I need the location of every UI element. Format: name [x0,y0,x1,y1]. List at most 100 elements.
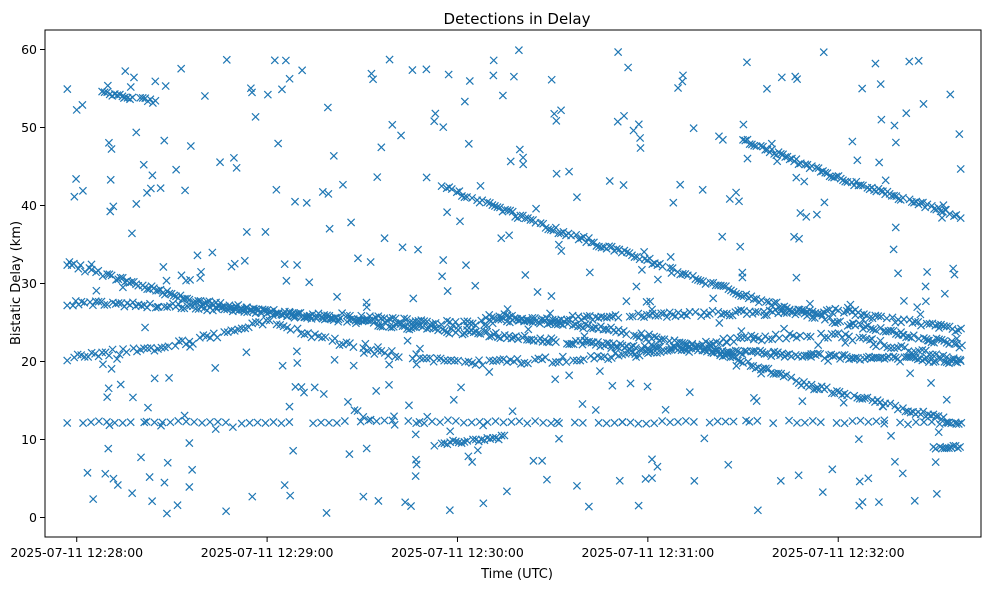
detection-marker [143,285,152,294]
detection-marker [515,417,524,426]
detection-marker [397,318,406,327]
y-tick-label: 40 [21,198,37,213]
detection-marker [119,93,128,103]
detection-marker [661,405,670,414]
detection-marker [490,313,499,322]
detection-marker [700,434,709,443]
detection-marker [310,383,319,392]
detection-marker [253,418,262,427]
detection-marker [546,319,555,328]
detection-marker [546,309,555,318]
detection-marker [450,356,459,365]
detection-marker [463,317,472,326]
detection-marker [94,417,103,426]
detection-marker [440,356,449,365]
detection-marker [876,186,885,195]
detection-marker [305,278,314,287]
detection-marker [162,509,171,518]
detection-marker [574,322,583,331]
detection-marker [445,506,454,515]
detection-marker [325,224,334,233]
detection-marker [83,468,92,477]
detection-marker [161,81,170,91]
detection-marker [503,305,512,314]
detection-marker [205,417,215,427]
detection-marker [584,502,593,511]
detection-marker [156,184,165,193]
detection-marker [662,313,671,322]
detection-marker [666,343,676,352]
detection-marker [242,227,251,237]
detection-marker [795,305,804,314]
detection-marker [523,316,532,325]
detection-marker [750,141,759,150]
detection-marker [278,361,287,370]
detection-marker [449,436,458,445]
detection-marker [724,460,733,469]
detection-marker [285,402,294,411]
detection-marker [391,314,400,323]
detection-marker [430,441,439,450]
x-tick-label: 2025-07-11 12:29:00 [201,545,334,560]
detection-marker [746,362,755,371]
detection-marker [628,312,637,321]
detection-marker [169,291,178,300]
detection-marker [118,273,127,282]
detection-marker [647,305,657,314]
detection-marker [698,185,707,194]
detection-marker [483,198,492,207]
detection-marker [317,418,326,427]
detection-marker [467,418,476,427]
detection-marker [739,358,748,368]
detection-marker [529,456,538,465]
detection-marker [479,421,488,430]
detection-marker [721,351,730,360]
detection-marker [613,117,622,126]
detection-marker [283,323,292,332]
detection-marker [100,300,109,309]
detection-marker [422,65,431,74]
detection-marker [274,139,283,148]
detection-marker [188,465,197,474]
detection-marker [398,243,407,252]
detection-marker [397,131,406,140]
detection-marker [889,245,898,254]
detection-marker [101,469,110,478]
detection-marker [242,348,251,357]
detection-marker [151,77,160,86]
detection-marker [455,187,464,196]
detection-marker [468,193,477,203]
detection-marker [523,419,532,428]
detection-marker [373,346,382,355]
detection-marker [521,214,530,223]
detection-marker [807,352,816,361]
detection-marker [372,386,381,395]
detection-marker [950,212,959,221]
detection-marker [91,349,100,358]
y-axis-label: Bistatic Delay (km) [9,221,24,345]
detection-marker [282,276,291,285]
detection-marker [580,332,589,341]
detection-marker [388,416,397,425]
detection-marker [863,393,872,402]
detection-marker [459,418,468,427]
detection-marker [443,416,452,425]
detection-marker [552,116,561,125]
detection-marker [567,339,576,348]
detection-marker [891,138,900,147]
detection-marker [436,354,445,363]
detection-marker [761,145,770,154]
detection-marker [551,358,560,367]
detection-marker [688,339,697,348]
detection-marker [591,405,600,414]
detection-marker [666,263,675,272]
detection-marker [937,213,947,222]
detection-marker [174,416,183,425]
detection-marker [866,324,875,333]
detection-marker [766,368,775,377]
detection-marker [454,322,463,331]
detection-marker [176,291,185,300]
detection-marker [941,205,950,214]
detection-marker [833,318,842,327]
detection-marker [921,282,930,291]
